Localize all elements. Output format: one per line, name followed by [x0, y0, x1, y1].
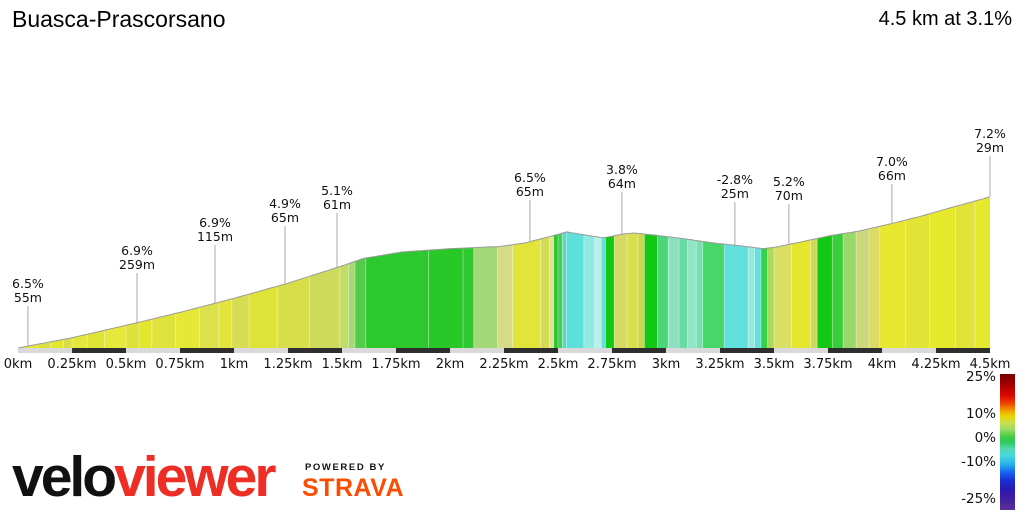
x-axis-label: 2.75km	[587, 357, 637, 372]
gradient-annotation: 7.2% 29m	[974, 126, 1006, 155]
x-axis-label: 2.5km	[537, 357, 579, 372]
x-axis-label: 1.5km	[321, 357, 363, 372]
gradient-annotation: 7.0% 66m	[876, 154, 908, 183]
x-axis-label: 0.25km	[47, 357, 97, 372]
gradient-legend-label: -10%	[961, 454, 996, 470]
veloviewer-logo[interactable]: veloviewer	[12, 449, 277, 506]
x-axis-label: 4.25km	[911, 357, 961, 372]
gradient-annotation: 5.2% 70m	[773, 174, 805, 203]
gradient-legend-label: 25%	[965, 369, 996, 385]
x-axis-label: 1.75km	[371, 357, 421, 372]
x-axis-label: 3.5km	[753, 357, 795, 372]
strava-logo[interactable]: STRAVA	[302, 474, 405, 502]
gradient-annotation: -2.8% 25m	[716, 172, 754, 201]
gradient-annotation: 6.5% 65m	[514, 170, 546, 199]
gradient-annotation: 6.9% 259m	[118, 243, 156, 272]
gradient-legend-bar	[1000, 374, 1015, 510]
x-axis-label: 3.75km	[803, 357, 853, 372]
x-axis-label: 1km	[219, 357, 249, 372]
x-axis-label: 0km	[3, 357, 33, 372]
x-axis-label: 2km	[435, 357, 465, 372]
gradient-legend-label: -25%	[961, 491, 996, 507]
x-axis-label: 3km	[651, 357, 681, 372]
climb-summary: 4.5 km at 3.1%	[878, 8, 1012, 30]
gradient-annotation: 6.9% 115m	[196, 215, 234, 244]
x-axis-label: 3.25km	[695, 357, 745, 372]
gradient-legend-label: 10%	[965, 406, 996, 422]
x-axis-label: 4km	[867, 357, 897, 372]
powered-by-label: POWERED BY	[305, 462, 386, 473]
x-axis-label: 0.5km	[105, 357, 147, 372]
gradient-annotation: 4.9% 65m	[269, 196, 301, 225]
veloviewer-logo-velo: velo	[12, 445, 117, 509]
gradient-annotation: 6.5% 55m	[12, 276, 44, 305]
x-axis-label: 4.5km	[969, 357, 1011, 372]
veloviewer-logo-viewer: viewer	[114, 445, 276, 509]
x-axis-label: 1.25km	[263, 357, 313, 372]
gradient-annotation: 5.1% 61m	[321, 183, 353, 212]
x-axis-label: 0.75km	[155, 357, 205, 372]
x-axis-label: 2.25km	[479, 357, 529, 372]
gradient-legend-label: 0%	[974, 430, 996, 446]
gradient-annotation: 3.8% 64m	[606, 162, 638, 191]
page-title: Buasca-Prascorsano	[12, 6, 226, 32]
